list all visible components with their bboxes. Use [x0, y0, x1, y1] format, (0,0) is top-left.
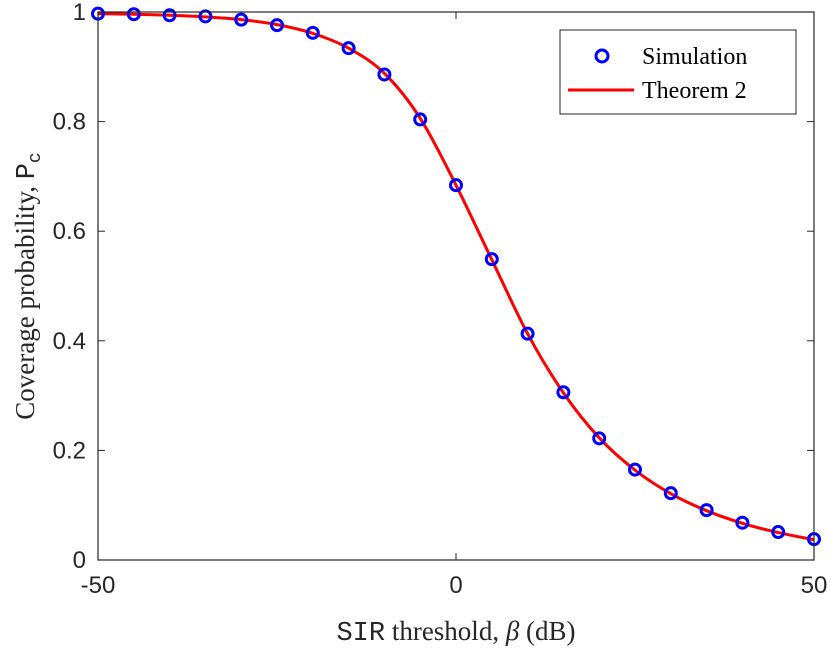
- legend-box: [559, 29, 797, 115]
- simulation-point: [735, 515, 750, 530]
- simulation-point: [484, 252, 499, 267]
- y-tick-label: 0.2: [53, 437, 86, 464]
- simulation-point: [699, 503, 714, 518]
- simulation-point: [234, 12, 249, 27]
- legend-simulation-label: Simulation: [642, 44, 747, 70]
- simulation-point: [520, 326, 535, 341]
- simulation-point: [449, 178, 463, 193]
- legend: Simulation Theorem 2: [559, 29, 797, 115]
- simulation-point: [413, 112, 428, 127]
- simulation-point: [198, 9, 213, 24]
- simulation-point: [377, 67, 392, 82]
- y-tick-label: 0.4: [53, 328, 86, 355]
- y-axis-title: Coverage probability, Pc: [10, 152, 46, 419]
- simulation-point: [771, 525, 786, 540]
- y-tick-label: 0.6: [53, 218, 86, 245]
- x-axis-title-symbol: β: [505, 616, 520, 646]
- simulation-point: [270, 18, 284, 33]
- simulation-point: [592, 431, 607, 446]
- legend-theorem-label: Theorem 2: [642, 78, 747, 104]
- simulation-point: [305, 25, 320, 40]
- simulation-point: [341, 41, 356, 56]
- simulation-point: [162, 8, 177, 23]
- simulation-point: [628, 462, 642, 477]
- x-axis-title-suffix: (dB): [519, 616, 575, 646]
- y-axis-title-subscript: c: [26, 152, 46, 163]
- plot-frame: [97, 11, 815, 561]
- theory-line-layer: [97, 12, 815, 542]
- simulation-point: [556, 385, 571, 400]
- legend-simulation-marker: [594, 48, 610, 64]
- x-axis-title: SIR threshold, β (dB): [336, 616, 575, 649]
- y-tick-label: 1: [73, 0, 86, 26]
- x-tick-label: 50: [801, 572, 828, 599]
- y-axis-title-prefix: Coverage probability,: [10, 179, 40, 419]
- x-axis-title-prefix: SIR: [336, 619, 385, 649]
- simulation-point: [663, 486, 678, 501]
- x-tick-label: -50: [81, 572, 116, 599]
- x-tick-label: 0: [449, 572, 462, 599]
- theorem-2-line: [97, 12, 815, 542]
- y-tick-label: 0.8: [53, 109, 86, 136]
- simulation-point: [126, 7, 141, 22]
- y-axis-title-symbol: P: [13, 163, 43, 179]
- x-axis-title-middle: threshold,: [385, 616, 506, 646]
- y-tick-label: 0: [73, 547, 86, 574]
